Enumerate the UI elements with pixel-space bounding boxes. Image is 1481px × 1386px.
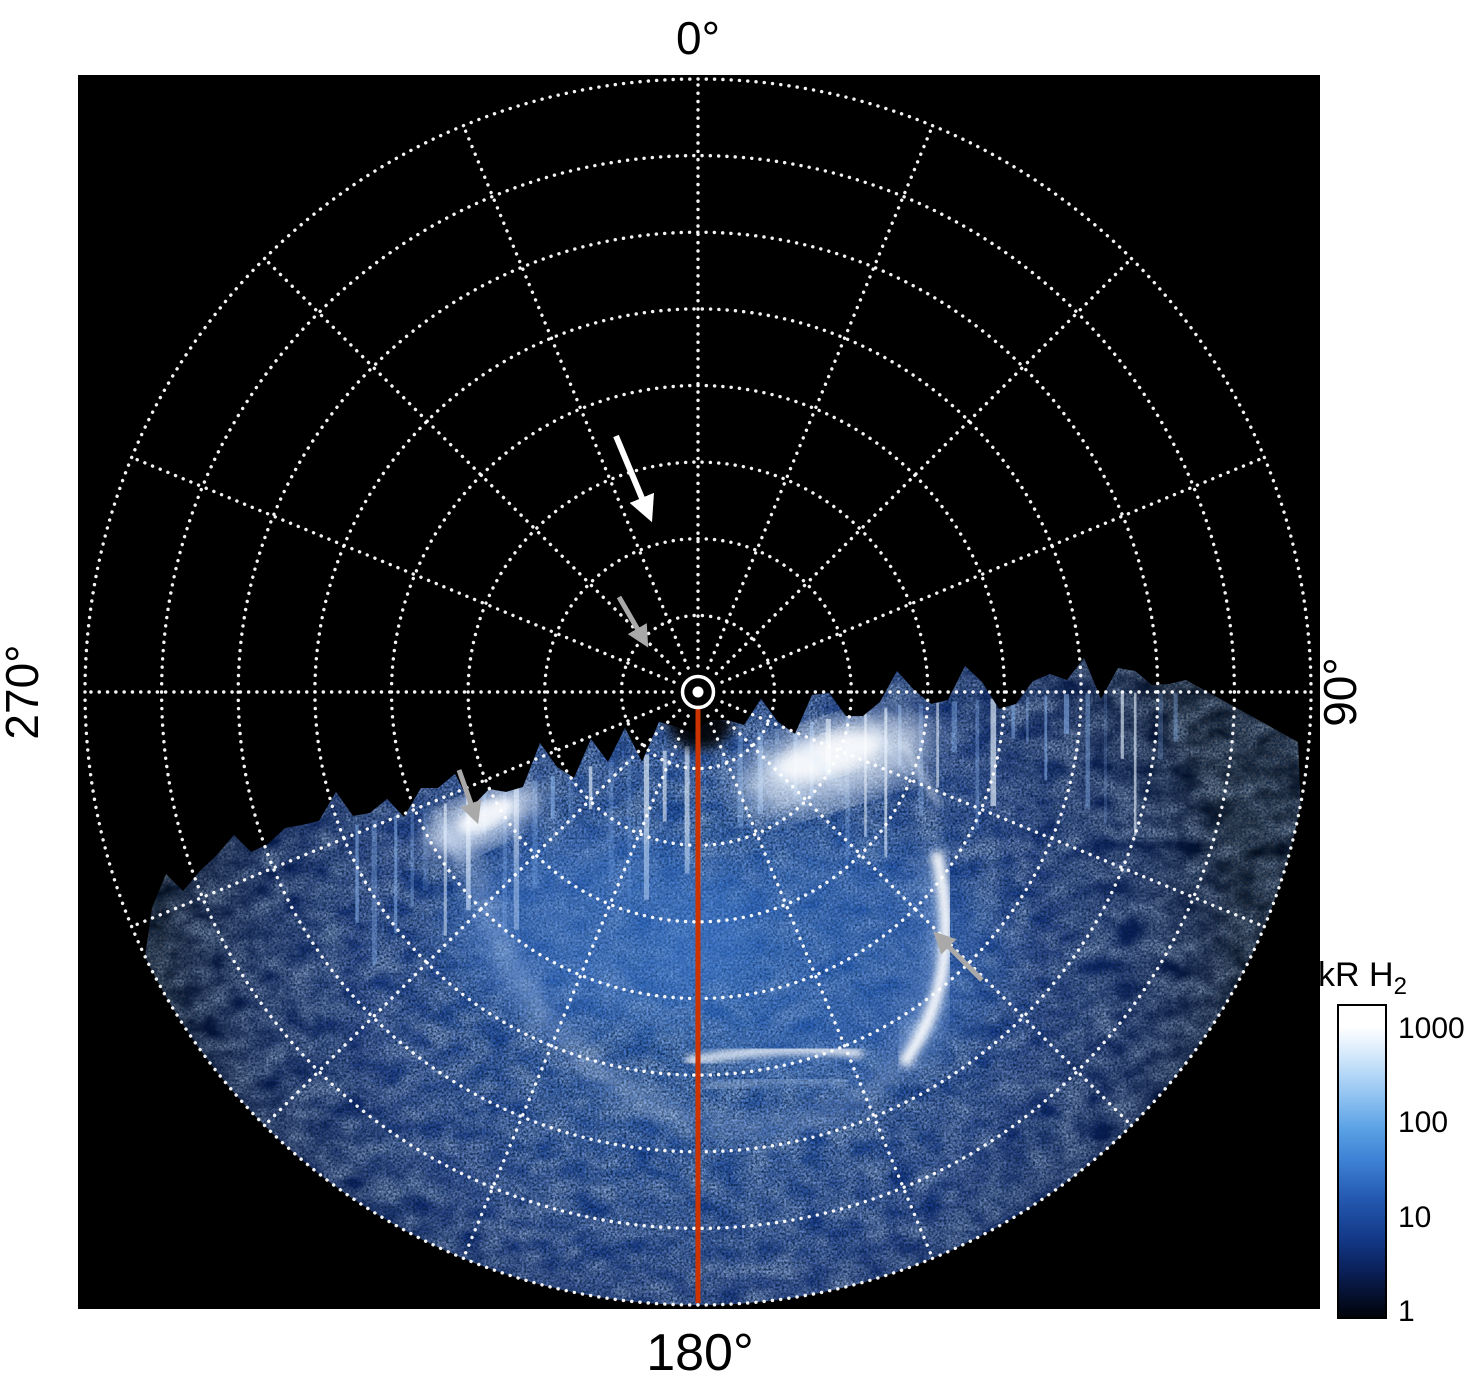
grid-ring [83, 77, 1313, 1307]
terminator-streak-5 [430, 805, 464, 863]
grid-ring [466, 460, 930, 924]
gray-arrow-upper [616, 595, 649, 648]
terminator-streak-3 [862, 714, 910, 776]
bright-aurora-features [425, 698, 1000, 1132]
gray-arrow-terminator [456, 769, 482, 825]
terminator-bright-patch2-core [458, 798, 514, 834]
grid-ring [159, 153, 1237, 1231]
faint-inner-arc [542, 903, 813, 1071]
grid-spoke [129, 700, 676, 929]
grid-spoke [461, 123, 690, 670]
grid-spoke [262, 256, 682, 676]
colorbar: kR H2 1000 100 10 1 [1318, 956, 1465, 1328]
inner-bright-bar [685, 1045, 863, 1067]
terminator-bright-patch-core [772, 730, 884, 782]
inner-faint-bar [699, 1077, 847, 1091]
white-arrow [613, 434, 655, 523]
angle-label-right: 90° [1314, 657, 1366, 727]
terminator-streak-2 [792, 734, 848, 794]
annotations [456, 434, 984, 982]
colorbar-tick-10: 10 [1398, 1201, 1431, 1234]
colorbar-tick-1: 1 [1398, 1295, 1415, 1328]
colorbar-title: kR H2 [1318, 956, 1407, 1000]
grid-spoke [262, 708, 682, 1128]
grid-spoke [461, 714, 690, 1261]
angle-label-left: 270° [0, 644, 48, 739]
colorbar-tick-1000: 1000 [1398, 1012, 1465, 1045]
grid-spoke [129, 455, 676, 684]
gray-arrow-oval [933, 931, 984, 982]
grid-spoke [720, 700, 1267, 929]
grid-spoke [720, 455, 1267, 684]
grid-spoke [706, 714, 935, 1261]
colorbar-gradient [1337, 1004, 1387, 1319]
grid-spoke [714, 708, 1134, 1128]
oval-arc-right-core [898, 850, 952, 1068]
angle-label-top: 0° [676, 12, 720, 64]
colorbar-tick-100: 100 [1398, 1106, 1448, 1139]
pole-marker-dot [692, 686, 704, 698]
angle-label-bottom: 180° [646, 1324, 754, 1382]
grid-spoke [706, 123, 935, 670]
terminator-streak-4 [899, 740, 943, 808]
colorbar-title-main: kR H [1318, 956, 1394, 994]
grid-spoke [714, 256, 1134, 676]
colorbar-title-sub: 2 [1394, 973, 1407, 1000]
oval-arc-left [458, 831, 670, 1116]
